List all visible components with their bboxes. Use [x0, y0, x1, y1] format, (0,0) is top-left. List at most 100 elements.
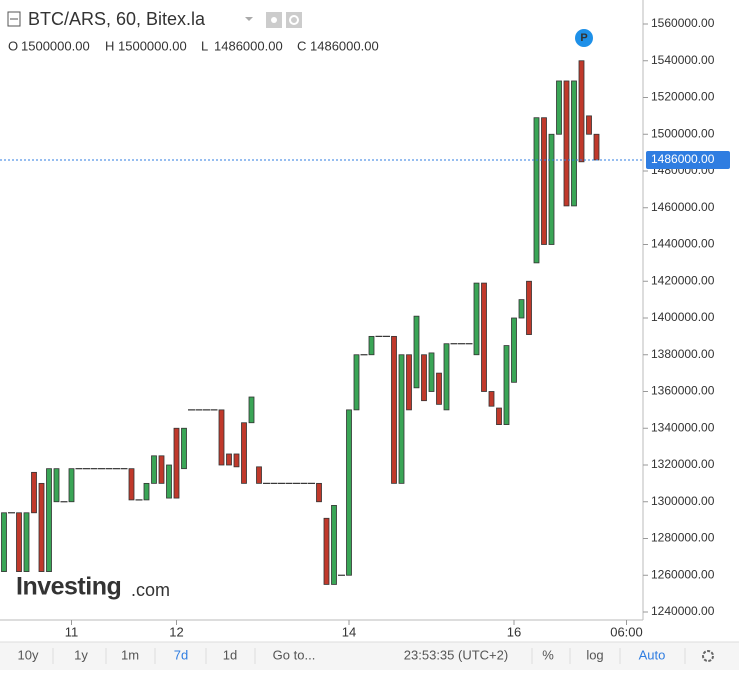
candle-body [151, 455, 157, 484]
candle-body [503, 345, 510, 425]
ohlc-key: H [105, 38, 114, 53]
candle-body [128, 468, 135, 501]
marker-label: P [580, 32, 587, 44]
ohlc-key: L [201, 38, 208, 53]
y-tick-label: 1460000.00 [651, 200, 715, 214]
candle-body [406, 354, 412, 411]
candle-body [23, 512, 30, 572]
candle-body [233, 453, 240, 468]
x-tick-label: 12 [169, 624, 183, 639]
ohlc-value: 1500000.00 [118, 38, 187, 53]
candle-body [166, 464, 172, 499]
y-tick-label: 1300000.00 [651, 494, 715, 508]
y-tick-label: 1280000.00 [651, 531, 715, 545]
candle-body [53, 468, 60, 503]
candle-body [346, 409, 352, 576]
candle-body [556, 80, 562, 135]
candle-body [548, 133, 555, 245]
y-tick-label: 1420000.00 [651, 273, 715, 287]
y-tick-label: 1240000.00 [651, 604, 715, 618]
candle-body [421, 354, 427, 402]
candle-body [331, 505, 337, 585]
candle-body [68, 468, 75, 503]
candle-body [391, 335, 397, 484]
settings-button[interactable] [286, 12, 302, 28]
y-tick-label: 1380000.00 [651, 347, 715, 361]
candle-body [496, 407, 502, 425]
candle-body [488, 391, 495, 407]
y-tick-label: 1360000.00 [651, 384, 715, 398]
y-tick-label: 1260000.00 [651, 567, 715, 581]
candle-body [256, 466, 262, 484]
ohlc-value: 1486000.00 [310, 38, 379, 53]
candle-body [16, 512, 22, 572]
candle-body [226, 453, 232, 466]
x-tick-label: 06:00 [610, 624, 643, 639]
ohlc-key: O [8, 38, 18, 53]
y-tick-label: 1500000.00 [651, 126, 715, 140]
last-price-label: 1486000.00 [651, 152, 715, 166]
candle-body [541, 117, 547, 245]
candle-body [1, 512, 7, 572]
goto-button[interactable]: Go to... [273, 647, 316, 662]
watermark-suffix: .com [131, 580, 170, 600]
candle-body [173, 427, 180, 499]
candle-body [593, 133, 600, 161]
settings-gear[interactable] [702, 650, 714, 662]
ohlc-value: 1486000.00 [214, 38, 283, 53]
range-button[interactable]: 1d [223, 647, 237, 662]
candle-body [38, 482, 45, 572]
candle-body [323, 517, 330, 585]
candle-body [526, 280, 532, 335]
candle-body [533, 117, 540, 264]
candle-body [398, 354, 405, 484]
candle-body [443, 343, 450, 411]
log-button[interactable]: log [586, 647, 603, 662]
candle-body [316, 482, 322, 503]
marker-badge[interactable] [575, 29, 593, 47]
candle-body [586, 115, 592, 135]
ohlc-key: C [297, 38, 306, 53]
eye-icon [271, 17, 277, 23]
range-button[interactable]: 1y [74, 647, 88, 662]
range-button[interactable]: 7d [174, 647, 188, 662]
watermark-brand: Investing [16, 573, 121, 601]
toolbar [0, 642, 739, 670]
collapse-icon[interactable] [7, 11, 21, 27]
candle-body [518, 299, 525, 319]
candle-body [563, 80, 570, 207]
candle-body [511, 317, 517, 383]
symbol-title: BTC/ARS, 60, Bitex.la [28, 9, 206, 29]
candle-body [181, 427, 187, 470]
clock: 23:53:35 (UTC+2) [404, 647, 508, 662]
dropdown-caret[interactable] [245, 17, 253, 21]
candle-body [481, 282, 487, 392]
y-tick-label: 1540000.00 [651, 53, 715, 67]
x-tick-label: 16 [507, 624, 521, 639]
y-tick-label: 1560000.00 [651, 16, 715, 30]
y-tick-label: 1340000.00 [651, 420, 715, 434]
candle-body [218, 409, 225, 466]
candle-body [571, 80, 577, 207]
range-button[interactable]: 1m [121, 647, 139, 662]
y-tick-label: 1520000.00 [651, 90, 715, 104]
last-price-box [646, 150, 730, 169]
candle-body [436, 372, 442, 405]
x-tick-label: 14 [342, 624, 356, 639]
candle-body [241, 422, 247, 484]
ohlc-value: 1500000.00 [21, 38, 90, 53]
candle-body [143, 482, 150, 501]
y-tick-label: 1320000.00 [651, 457, 715, 471]
y-tick-label: 1400000.00 [651, 310, 715, 324]
candle-body [368, 335, 375, 356]
candle-body [428, 352, 435, 392]
candle-body [413, 315, 420, 389]
x-tick-label: 11 [65, 624, 79, 639]
candle-body [31, 471, 37, 514]
auto-button[interactable]: Auto [639, 647, 666, 662]
candle-body [46, 468, 52, 572]
range-button[interactable]: 10y [18, 647, 39, 662]
percent-button[interactable]: % [542, 647, 554, 662]
candle-body [158, 455, 165, 484]
